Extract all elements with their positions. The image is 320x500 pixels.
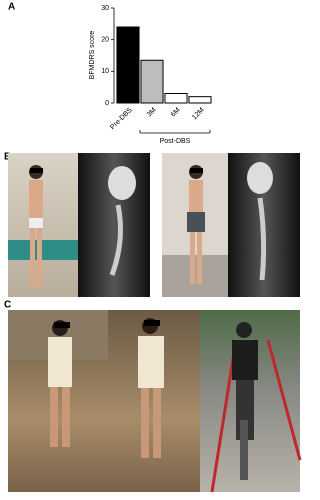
bar (188, 96, 212, 104)
y-tick-label: 20 (101, 37, 109, 44)
bar (140, 59, 164, 104)
x-tick-label: Pre-DBS (109, 107, 134, 132)
panel-label: B (4, 152, 11, 163)
photo-panel-c (8, 310, 302, 493)
y-tick-label: 10 (101, 68, 109, 75)
bar (116, 26, 140, 104)
panel-label: C (4, 300, 11, 311)
panel-label: A (8, 2, 15, 13)
x-tick-label: 3M (146, 107, 158, 119)
photo-panel-b (8, 153, 300, 297)
y-tick-label: 30 (101, 5, 109, 12)
y-axis-label: BFMDRS score (89, 31, 96, 80)
bar (164, 93, 188, 104)
x-tick-label: 6M (170, 107, 182, 119)
y-tick-label: 0 (105, 100, 109, 107)
annotation: Post-DBS (160, 138, 191, 145)
x-tick-label: 12M (191, 107, 206, 122)
figure: A B C BFMDRS score Post-DBS (4, 2, 302, 493)
